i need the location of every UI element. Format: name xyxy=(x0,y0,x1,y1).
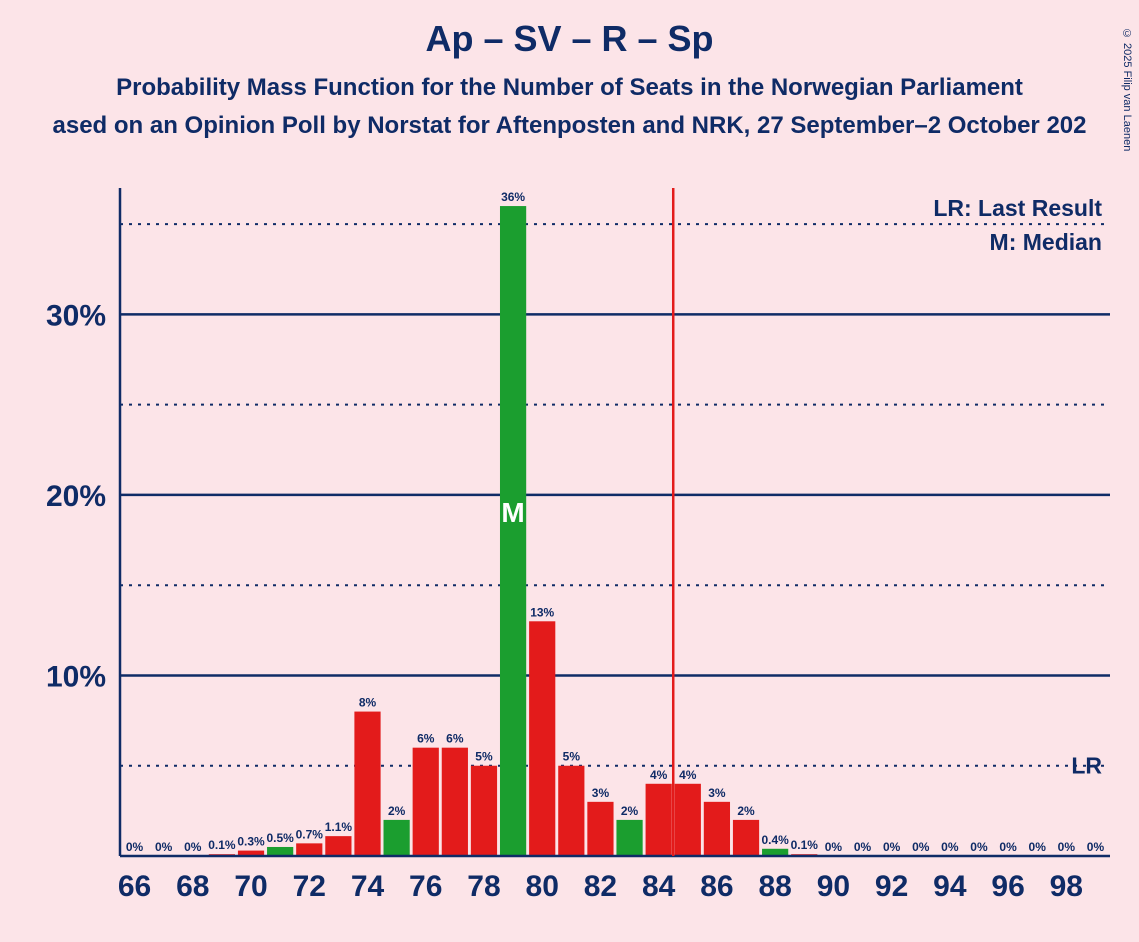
pmf-bar xyxy=(675,784,701,856)
pmf-bar-value-label: 0.4% xyxy=(761,833,789,847)
pmf-bar-value-label: 0.1% xyxy=(208,838,236,852)
pmf-bar-value-label: 0.3% xyxy=(237,835,265,849)
pmf-bar-value-label: 5% xyxy=(563,750,581,764)
x-tick-label: 94 xyxy=(933,870,967,903)
pmf-bar xyxy=(442,748,468,856)
pmf-bar xyxy=(267,847,293,856)
pmf-bar-value-label: 0.1% xyxy=(791,838,819,852)
pmf-bar-value-label: 0% xyxy=(941,840,959,854)
lr-axis-label: LR xyxy=(1071,753,1102,779)
pmf-bar-value-label: 0% xyxy=(854,840,872,854)
pmf-bar-value-label: 0% xyxy=(912,840,930,854)
x-tick-label: 78 xyxy=(467,870,500,903)
x-tick-label: 74 xyxy=(351,870,385,903)
pmf-bar xyxy=(296,843,322,856)
pmf-bar-value-label: 0% xyxy=(1087,840,1105,854)
x-tick-label: 72 xyxy=(293,870,326,903)
pmf-bar-value-label: 36% xyxy=(501,190,525,204)
pmf-bar-value-label: 0% xyxy=(825,840,843,854)
legend-median: M: Median xyxy=(990,229,1102,255)
x-tick-label: 66 xyxy=(118,870,151,903)
y-tick-label: 30% xyxy=(46,299,106,332)
pmf-bar xyxy=(354,712,380,856)
pmf-bar-value-label: 0% xyxy=(999,840,1017,854)
pmf-bar-value-label: 0.5% xyxy=(266,831,294,845)
x-tick-label: 92 xyxy=(875,870,908,903)
pmf-bar xyxy=(616,820,642,856)
x-tick-label: 90 xyxy=(817,870,850,903)
pmf-bar-value-label: 0% xyxy=(883,840,901,854)
pmf-bar-value-label: 0% xyxy=(1058,840,1076,854)
pmf-bar-chart: 10%20%30%0%0%0%0.1%0.3%0.5%0.7%1.1%8%2%6… xyxy=(0,18,1139,942)
pmf-bar xyxy=(587,802,613,856)
x-tick-label: 98 xyxy=(1050,870,1083,903)
pmf-bar-value-label: 6% xyxy=(417,732,435,746)
pmf-bar-value-label: 0.7% xyxy=(296,827,324,841)
x-tick-label: 96 xyxy=(991,870,1024,903)
pmf-bar xyxy=(558,766,584,856)
x-tick-label: 80 xyxy=(526,870,559,903)
pmf-bar xyxy=(413,748,439,856)
x-tick-label: 86 xyxy=(700,870,733,903)
pmf-bar xyxy=(325,836,351,856)
x-tick-label: 84 xyxy=(642,870,676,903)
pmf-bar-value-label: 0% xyxy=(970,840,988,854)
pmf-bar-value-label: 3% xyxy=(708,786,726,800)
pmf-bar xyxy=(646,784,672,856)
pmf-bar-value-label: 6% xyxy=(446,732,464,746)
pmf-bar-value-label: 13% xyxy=(530,605,554,619)
x-tick-label: 82 xyxy=(584,870,617,903)
pmf-bar-value-label: 4% xyxy=(650,768,668,782)
pmf-bar-value-label: 2% xyxy=(388,804,406,818)
pmf-bar-value-label: 0% xyxy=(155,840,173,854)
pmf-bar xyxy=(471,766,497,856)
pmf-bar-value-label: 5% xyxy=(475,750,493,764)
pmf-bar-value-label: 3% xyxy=(592,786,610,800)
x-tick-label: 88 xyxy=(758,870,791,903)
pmf-bar-value-label: 0% xyxy=(126,840,144,854)
x-tick-label: 76 xyxy=(409,870,442,903)
pmf-bar-value-label: 2% xyxy=(737,804,755,818)
y-tick-label: 20% xyxy=(46,480,106,513)
pmf-bar xyxy=(529,621,555,856)
pmf-bar-value-label: 0% xyxy=(1029,840,1047,854)
x-tick-label: 70 xyxy=(234,870,267,903)
median-marker-label: M xyxy=(501,497,524,528)
pmf-bar xyxy=(704,802,730,856)
pmf-bar xyxy=(733,820,759,856)
y-tick-label: 10% xyxy=(46,660,106,693)
pmf-bar-value-label: 2% xyxy=(621,804,639,818)
pmf-bar-value-label: 1.1% xyxy=(325,820,353,834)
pmf-bar-value-label: 0% xyxy=(184,840,202,854)
pmf-bar xyxy=(500,206,526,856)
pmf-bar-value-label: 4% xyxy=(679,768,697,782)
x-tick-label: 68 xyxy=(176,870,209,903)
pmf-bar-value-label: 8% xyxy=(359,696,377,710)
pmf-bar xyxy=(384,820,410,856)
legend-last-result: LR: Last Result xyxy=(933,195,1102,221)
